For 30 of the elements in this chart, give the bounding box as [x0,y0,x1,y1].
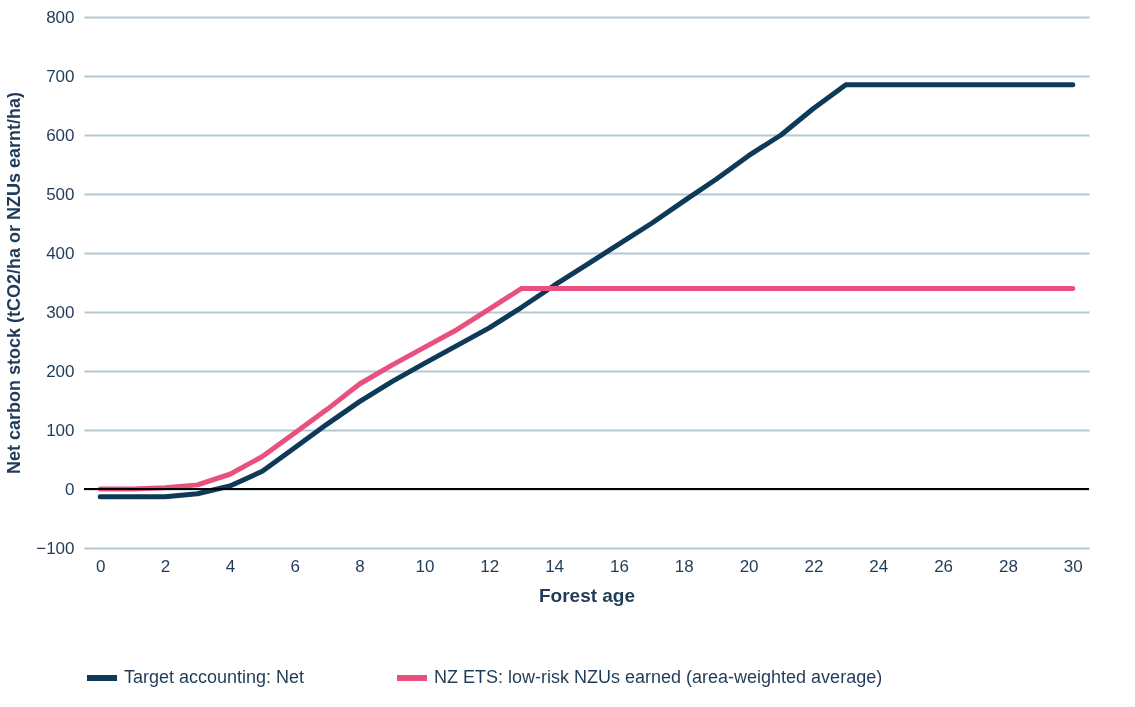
y-tick-label: 200 [46,361,75,381]
y-tick-label: 0 [65,479,75,499]
y-tick-label: 100 [46,420,75,440]
x-tick-label: 24 [869,556,889,576]
x-tick-label: 26 [934,556,954,576]
x-tick-label: 0 [95,556,106,576]
x-tick-label: 10 [415,556,435,576]
x-axis-title: Forest age [538,584,636,606]
y-tick-label: 400 [46,243,75,263]
legend-label: NZ ETS: low-risk NZUs earned (area-weighted average) [434,667,883,687]
x-tick-label: 4 [225,556,236,576]
x-tick-label: 30 [1063,556,1083,576]
x-tick-label: 2 [160,556,171,576]
x-tick-label: 22 [804,556,824,576]
x-tick-label: 28 [998,556,1018,576]
y-tick-label: 500 [46,184,75,204]
x-tick-label: 12 [480,556,500,576]
y-tick-label: −100 [36,538,75,558]
x-tick-label: 20 [739,556,759,576]
x-tick-label: 6 [290,556,300,576]
x-tick-label: 14 [545,556,565,576]
x-tick-label: 16 [609,556,629,576]
y-tick-label: 700 [46,66,75,86]
x-tick-label: 18 [674,556,694,576]
y-tick-label: 300 [46,302,75,322]
y-tick-label: 800 [46,7,75,27]
y-axis-title: Net carbon stock (tCO2/ha or NZUs earnt/ha) [4,91,25,475]
y-tick-label: 600 [46,125,75,145]
x-tick-label: 8 [355,556,365,576]
legend-label: Target accounting: Net [124,667,305,687]
